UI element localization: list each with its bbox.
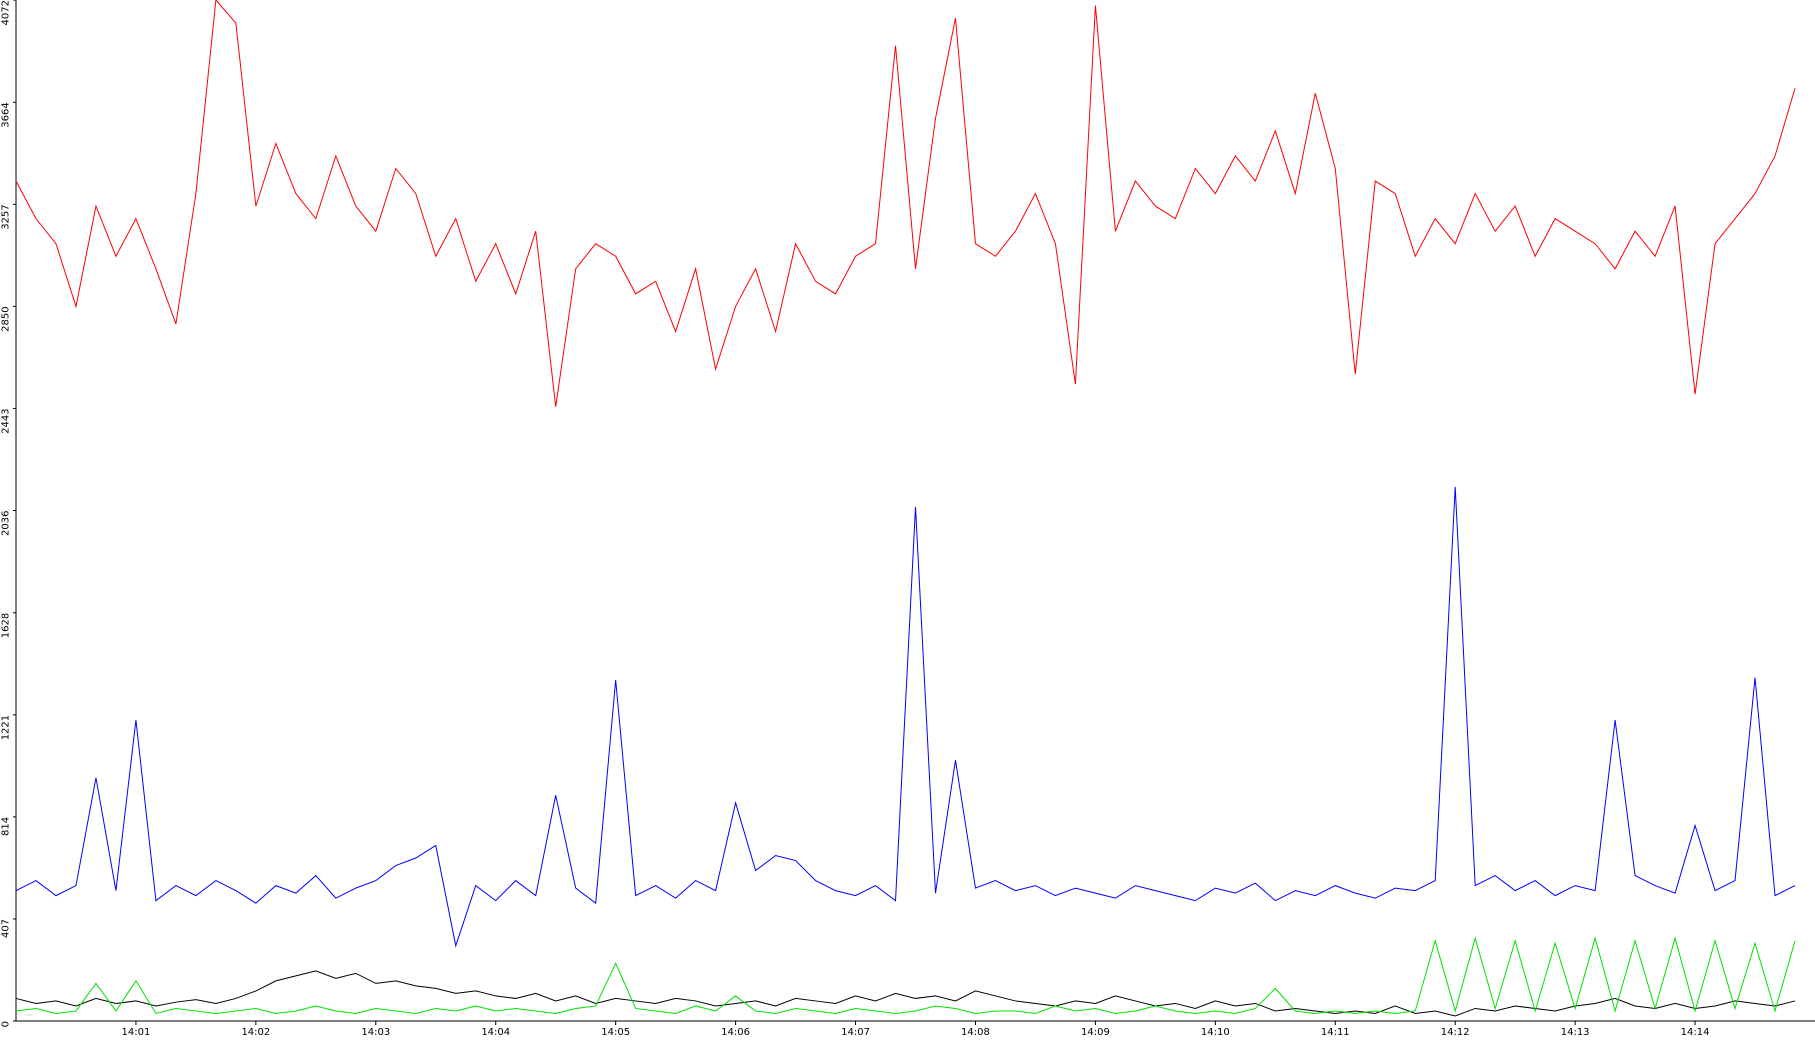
- x-tick-label: 14:12: [1441, 1027, 1470, 1038]
- x-tick-label: 14:04: [481, 1027, 510, 1038]
- x-tick-label: 14:01: [122, 1027, 151, 1038]
- x-tick-label: 14:09: [1081, 1027, 1110, 1038]
- x-tick-label: 14:02: [241, 1027, 270, 1038]
- y-tick-label: 4072: [0, 0, 11, 25]
- x-tick-label: 14:03: [361, 1027, 390, 1038]
- y-tick-label: 2036: [0, 511, 11, 536]
- x-tick-label: 14:10: [1201, 1027, 1230, 1038]
- y-tick-label: 1221: [0, 715, 11, 740]
- y-tick-label: 0: [0, 1021, 11, 1027]
- y-tick-label: 814: [0, 817, 11, 836]
- y-tick-label: 3257: [0, 204, 11, 229]
- x-tick-label: 14:05: [601, 1027, 630, 1038]
- series-line: [15, 0, 1796, 407]
- y-tick-label: 2850: [0, 306, 11, 331]
- y-tick-label: 407: [0, 919, 11, 938]
- series-line: [15, 936, 1796, 1015]
- y-tick-label: 2443: [0, 408, 11, 433]
- y-tick-label: 1628: [0, 613, 11, 638]
- x-tick-label: 14:06: [721, 1027, 750, 1038]
- x-tick-label: 14:11: [1321, 1027, 1350, 1038]
- x-tick-label: 14:08: [961, 1027, 990, 1038]
- x-tick-label: 14:13: [1561, 1027, 1590, 1038]
- series-line: [15, 970, 1796, 1017]
- series-line: [15, 486, 1796, 948]
- y-tick-label: 3664: [0, 102, 11, 127]
- x-tick-label: 14:07: [841, 1027, 870, 1038]
- x-tick-label: 14:14: [1681, 1027, 1710, 1038]
